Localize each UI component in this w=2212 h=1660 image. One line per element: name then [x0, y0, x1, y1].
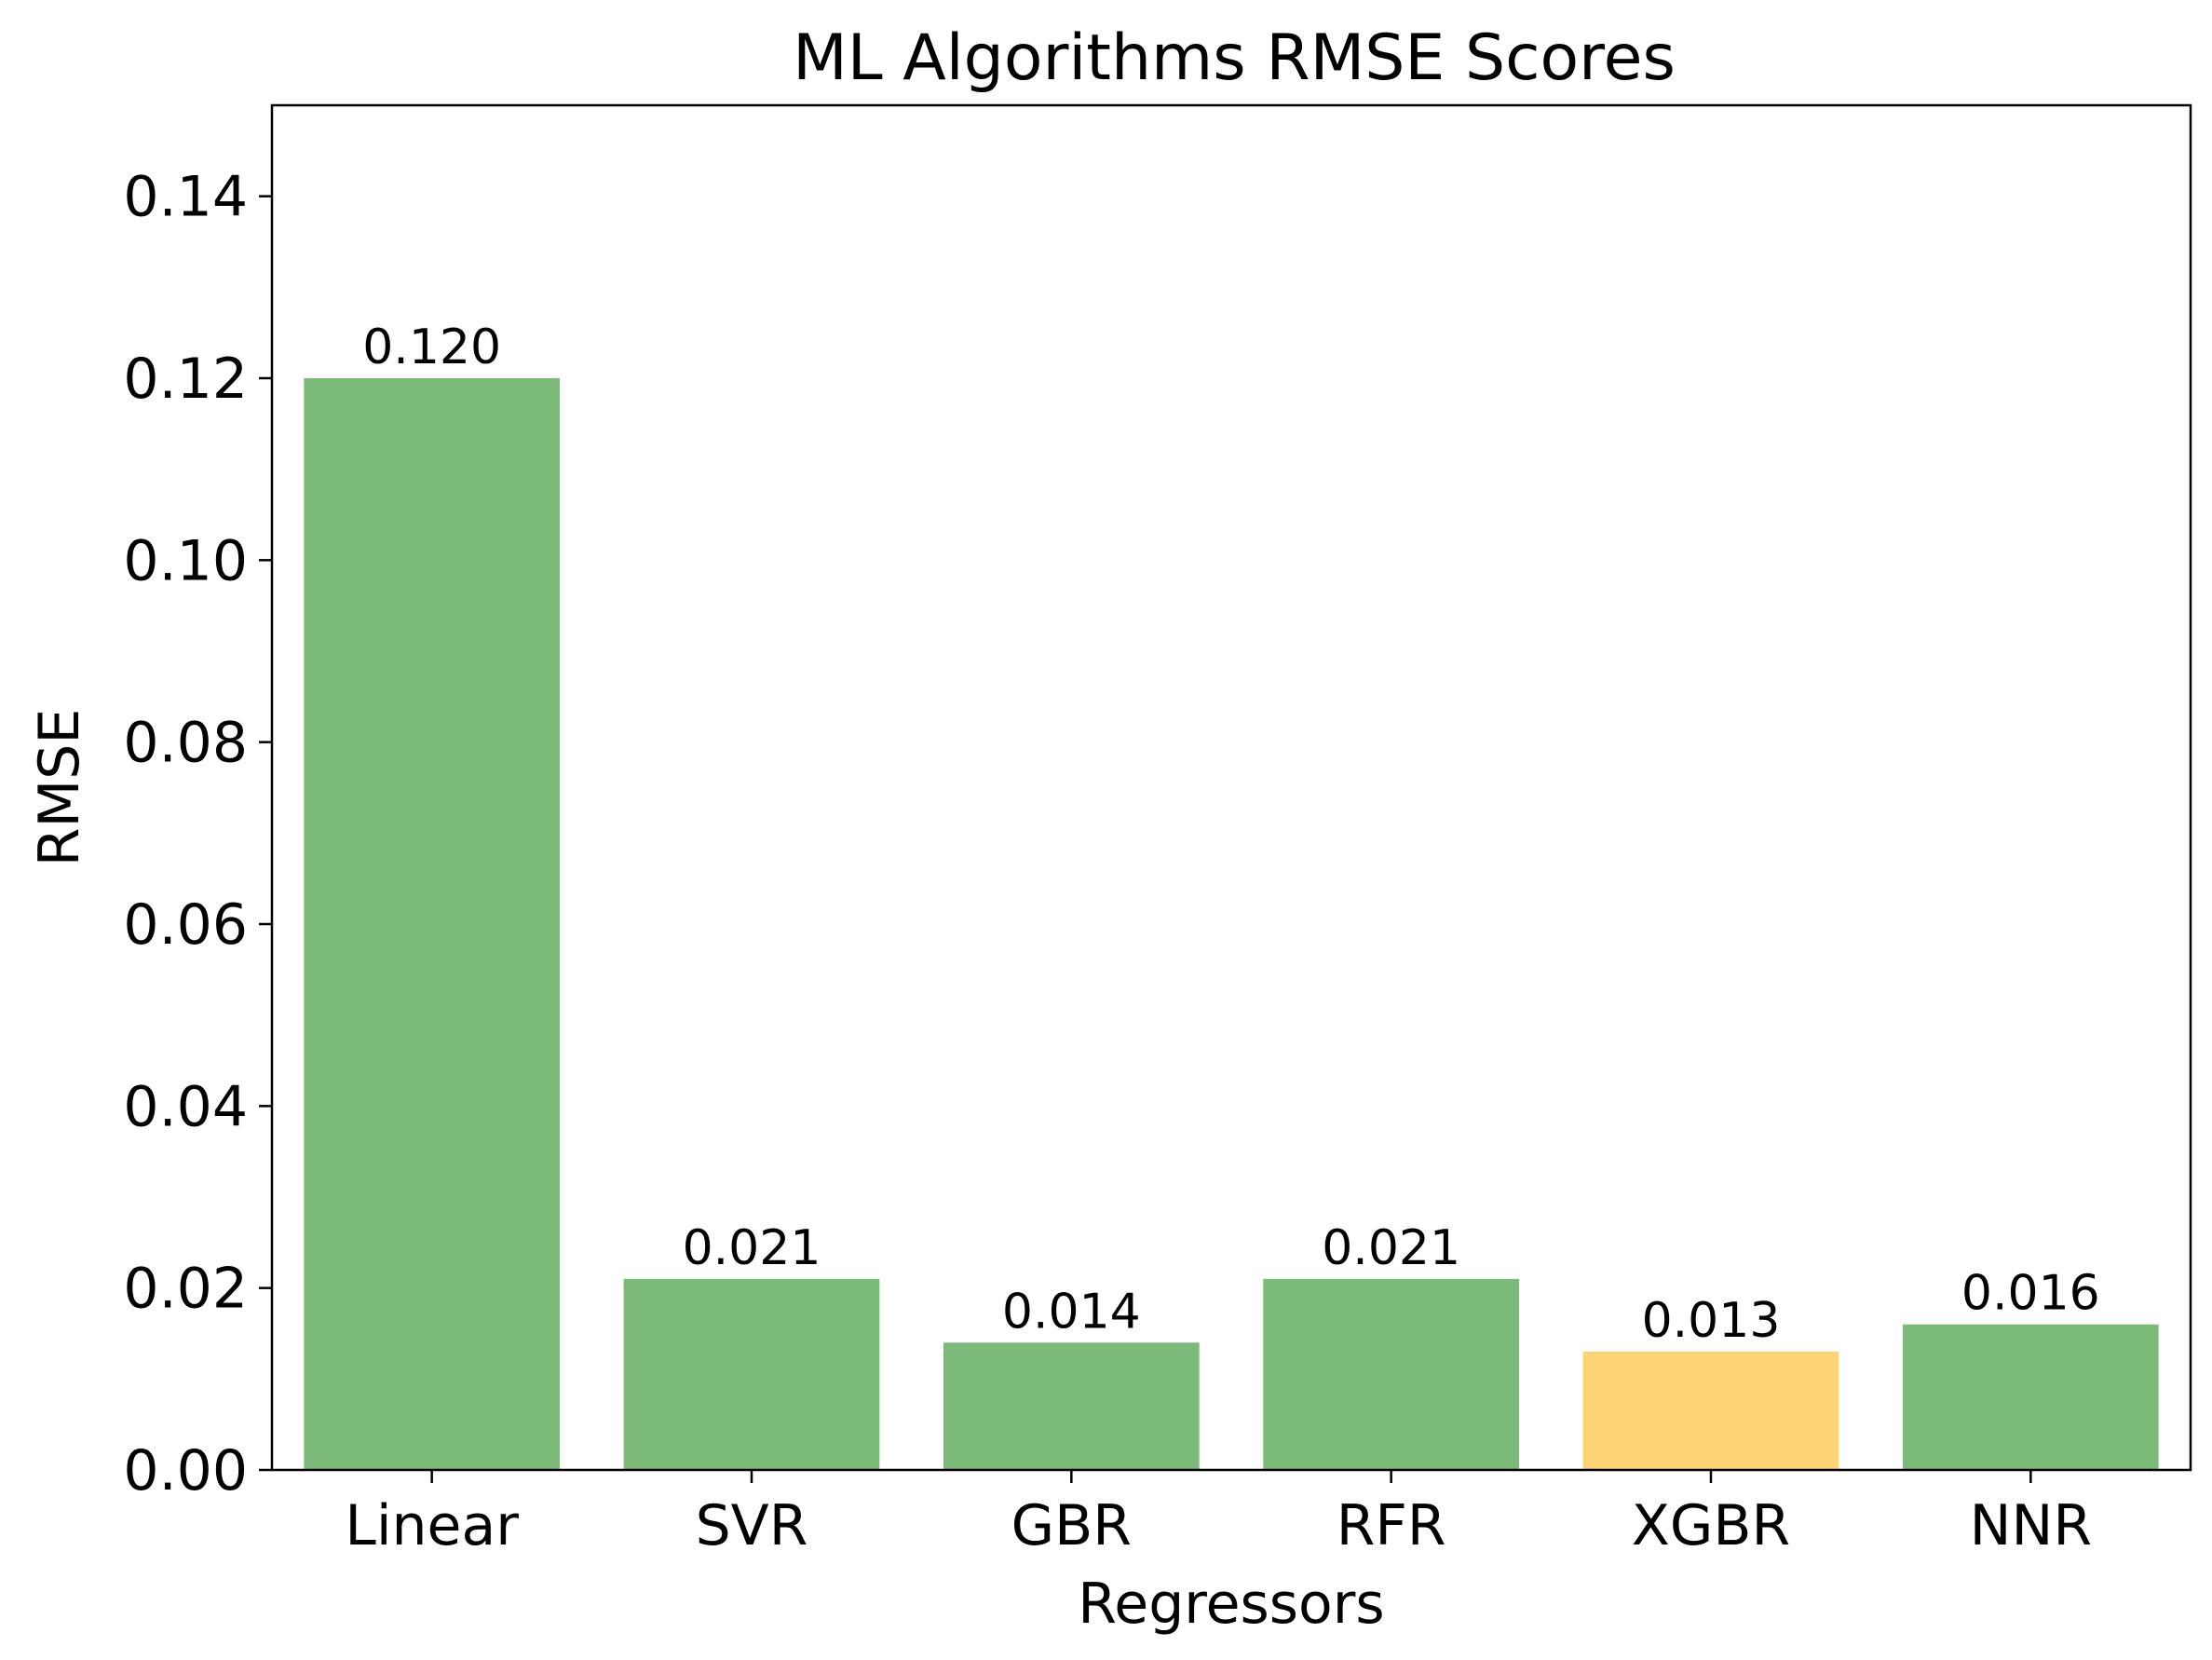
y-tick-label: 0.10 — [123, 528, 248, 593]
data-label-rfr: 0.021 — [1322, 1220, 1460, 1276]
x-tick-label-rfr: RFR — [1337, 1493, 1446, 1558]
x-tick-label-xgbr: XGBR — [1632, 1493, 1790, 1558]
x-axis-label: Regressors — [1078, 1572, 1384, 1637]
bar-rfr — [1263, 1278, 1519, 1470]
plot-frame — [270, 103, 2192, 1472]
chart-title: ML Algorithms RMSE Scores — [793, 21, 1676, 95]
data-label-linear: 0.120 — [362, 320, 501, 375]
data-label-svr: 0.021 — [683, 1220, 821, 1276]
bar-xgbr — [1582, 1352, 1839, 1470]
y-tick-label: 0.12 — [123, 347, 248, 412]
bars-group — [304, 378, 2159, 1470]
y-axis-label: RMSE — [27, 709, 92, 866]
x-tick-label-nnr: NNR — [1970, 1493, 2092, 1558]
data-labels-group: 0.120 0.021 0.014 0.021 0.013 0.016 — [362, 320, 2100, 1349]
y-axis: 0.00 0.02 0.04 0.06 0.08 0.10 0.12 0.14 — [123, 165, 272, 1504]
x-tick-label-svr: SVR — [696, 1493, 808, 1558]
y-tick-label: 0.04 — [123, 1074, 248, 1139]
data-label-gbr: 0.014 — [1002, 1284, 1141, 1340]
y-tick-label: 0.06 — [123, 892, 248, 958]
y-tick-label: 0.00 — [123, 1438, 248, 1504]
bar-svr — [623, 1278, 880, 1470]
bar-linear — [304, 378, 560, 1470]
bar-gbr — [943, 1342, 1200, 1470]
data-label-nnr: 0.016 — [1961, 1266, 2100, 1322]
data-label-xgbr: 0.013 — [1642, 1293, 1781, 1349]
x-tick-label-linear: Linear — [345, 1493, 519, 1558]
bar-nnr — [1903, 1324, 2159, 1470]
y-tick-label: 0.08 — [123, 711, 248, 776]
y-tick-label: 0.02 — [123, 1257, 248, 1322]
x-tick-label-gbr: GBR — [1011, 1493, 1132, 1558]
y-tick-label: 0.14 — [123, 165, 248, 230]
x-axis: Linear SVR GBR RFR XGBR NNR — [345, 1470, 2092, 1558]
